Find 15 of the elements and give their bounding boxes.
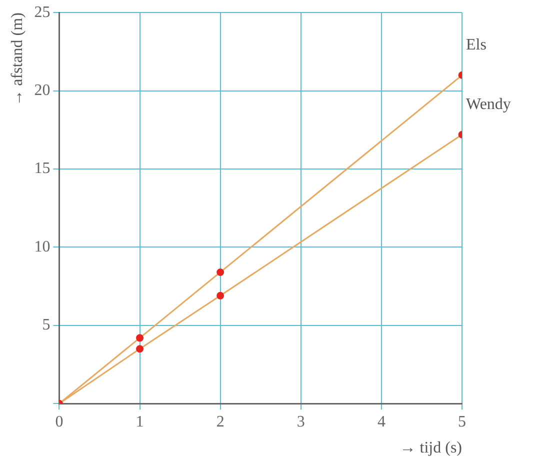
y-tick-label: 15	[34, 160, 50, 178]
series-label: Wendy	[466, 96, 511, 113]
x-tick-label: 5	[458, 413, 466, 430]
x-tick-label: 1	[136, 413, 144, 430]
x-tick-label: 3	[296, 413, 305, 430]
x-tick-label: 2	[216, 413, 224, 430]
y-axis-title: → afstand (m)	[8, 12, 26, 106]
y-tick-label: 5	[42, 316, 50, 334]
y-tick-label: 20	[34, 82, 50, 100]
series-label: Els	[466, 36, 486, 54]
y-tick-label: 10	[34, 238, 50, 256]
x-tick-label: 4	[377, 413, 386, 430]
x-tick-label: 0	[55, 413, 64, 430]
y-tick-label: 25	[34, 4, 50, 21]
x-axis-title: → tijd (s)	[400, 440, 462, 457]
